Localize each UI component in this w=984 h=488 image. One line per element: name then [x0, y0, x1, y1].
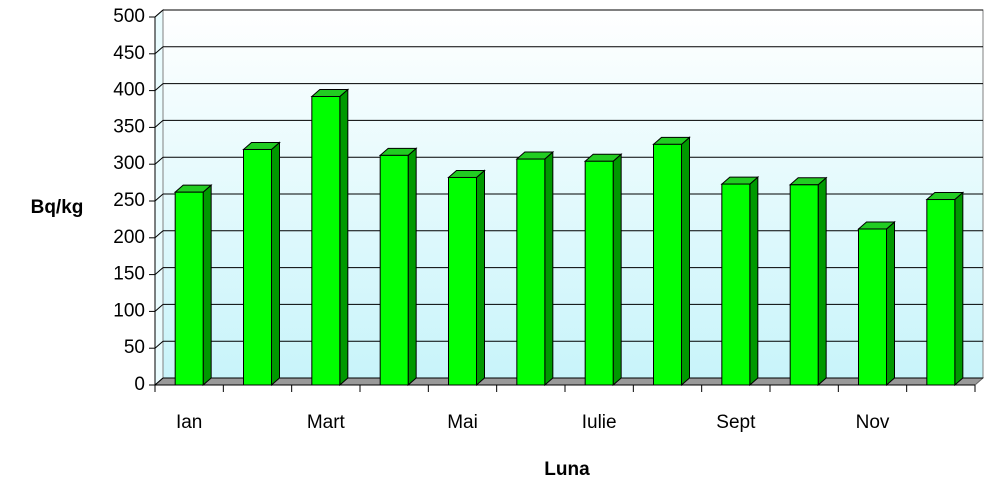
grid-line [154, 193, 164, 202]
y-tick-label: 350 [113, 116, 145, 137]
grid-line [154, 83, 164, 91]
bar-front [174, 191, 204, 386]
y-axis-label: Bq/kg [31, 197, 84, 218]
y-tick-label: 50 [124, 337, 145, 358]
grid-line [154, 46, 164, 55]
x-axis-label: Luna [544, 459, 590, 480]
bar [515, 150, 555, 387]
y-tick-label: 400 [113, 80, 145, 101]
bar-front [516, 158, 546, 386]
grid-line [154, 377, 164, 386]
bar-side [954, 191, 964, 387]
x-tick-label: Iulie [582, 412, 617, 433]
bar-front [721, 183, 751, 386]
bar-side [271, 141, 280, 387]
bar [788, 176, 828, 387]
bar-front [243, 148, 272, 386]
x-tick-label: Ian [176, 412, 202, 433]
bar-side [681, 136, 690, 387]
y-tick-label: 500 [113, 6, 145, 27]
grid-line [154, 304, 164, 312]
bar-side [612, 153, 622, 387]
bar-side [339, 88, 349, 387]
bar-front [584, 160, 614, 386]
bar-side [544, 150, 554, 387]
bar [925, 191, 965, 387]
bar-side [407, 147, 417, 387]
y-tick-label: 100 [113, 300, 145, 321]
bar-front [926, 199, 956, 386]
bar [720, 175, 760, 387]
bar [583, 153, 623, 387]
bar [242, 141, 281, 387]
x-tick-label: Mai [447, 412, 478, 433]
bar-front [311, 95, 341, 386]
bar-side [886, 220, 895, 387]
y-tick-label: 150 [113, 264, 145, 285]
bar-side [817, 176, 827, 387]
bar-front [789, 184, 819, 386]
bar-front [653, 143, 682, 386]
bar [857, 220, 896, 387]
bar-front [448, 176, 477, 386]
y-tick-label: 300 [113, 153, 145, 174]
plot-area: 0 50 100 150 200 250 300 350 400 450 500 Ian Mart Mai… [113, 6, 984, 433]
y-tick-label: 250 [113, 190, 145, 211]
bar [310, 88, 350, 387]
x-tick-label: Mart [307, 412, 346, 433]
bar-front [379, 154, 409, 386]
x-tick-label: Nov [856, 412, 890, 433]
y-tick-label: 0 [134, 374, 145, 395]
grid-line [154, 120, 164, 128]
grid-line [154, 230, 164, 239]
grid-line [154, 340, 164, 349]
bar-side [476, 169, 485, 387]
bar-side [749, 175, 759, 387]
bar [173, 184, 213, 387]
bar [447, 169, 486, 387]
y-tick-label: 450 [113, 43, 145, 64]
bar [652, 136, 691, 387]
grid-line [154, 156, 164, 165]
y-tick-label: 200 [113, 227, 145, 248]
grid-line [154, 267, 164, 275]
bar [378, 147, 418, 387]
bar-side [202, 184, 212, 387]
x-tick-label: Sept [716, 412, 756, 433]
grid-line [154, 9, 164, 18]
bar-front [858, 228, 887, 386]
